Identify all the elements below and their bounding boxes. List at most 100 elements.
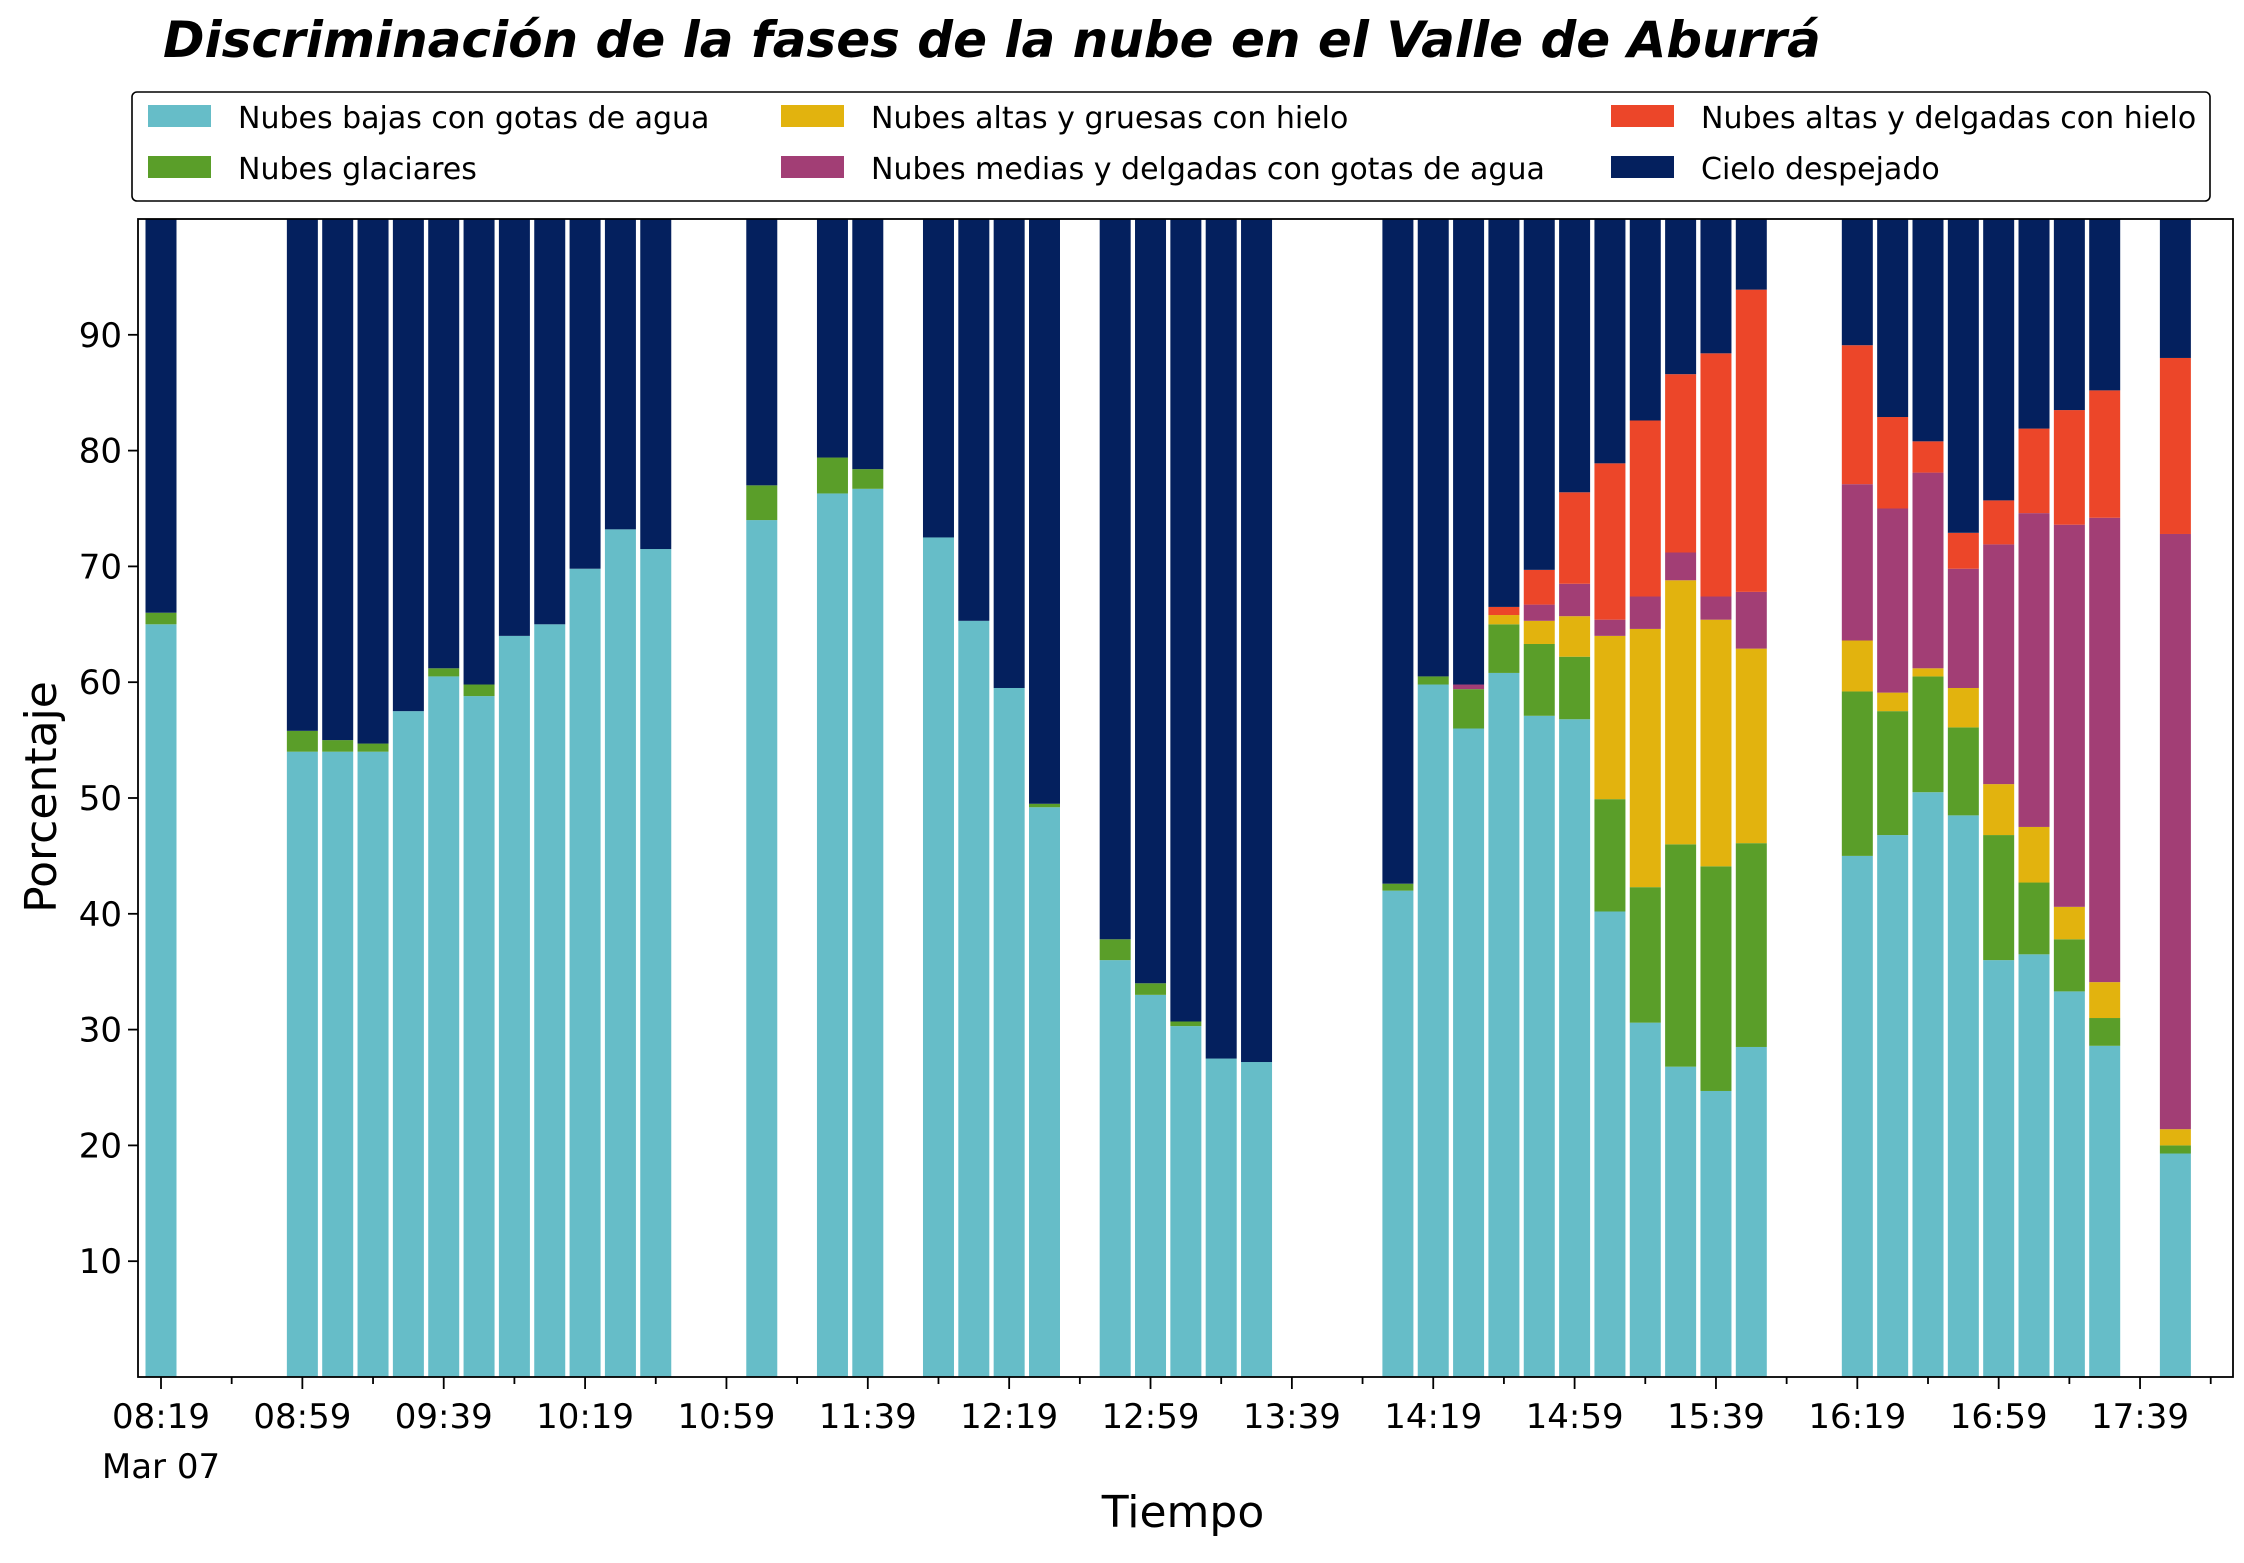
bar-segment-nubes-altas-y-gruesas-con-hielo-slot-38 <box>1488 615 1520 625</box>
bar-segment-nubes-glaciares-slot-28 <box>1135 983 1167 995</box>
bar-segment-nubes-bajas-con-gotas-de-agua-slot-31 <box>1241 1062 1273 1377</box>
bar-segment-cielo-despejado-slot-53 <box>2018 219 2050 429</box>
bar-segment-nubes-bajas-con-gotas-de-agua-slot-51 <box>1947 815 1979 1377</box>
bar-segment-nubes-altas-y-delgadas-con-hielo-slot-40 <box>1559 492 1591 584</box>
bar-segment-nubes-bajas-con-gotas-de-agua-slot-13 <box>604 529 636 1377</box>
bar-segment-cielo-despejado-slot-8 <box>428 219 460 669</box>
bar-segment-cielo-despejado-slot-52 <box>1983 219 2015 501</box>
bar-segment-nubes-altas-y-delgadas-con-hielo-slot-57 <box>2159 357 2191 534</box>
bar-segment-cielo-despejado-slot-57 <box>2159 219 2191 358</box>
bar-segment-nubes-altas-y-gruesas-con-hielo-slot-55 <box>2089 982 2121 1019</box>
bar-segment-nubes-glaciares-slot-38 <box>1488 624 1520 673</box>
bar-segment-nubes-altas-y-gruesas-con-hielo-slot-39 <box>1523 620 1555 644</box>
bar-segment-nubes-glaciares-slot-0 <box>145 612 177 625</box>
x-tick-label-1219: 12:19 <box>960 1397 1058 1437</box>
bar-segment-nubes-bajas-con-gotas-de-agua-slot-10 <box>498 635 530 1377</box>
bar-segment-nubes-bajas-con-gotas-de-agua-slot-19 <box>816 493 848 1377</box>
bar-segment-nubes-bajas-con-gotas-de-agua-slot-0 <box>145 624 177 1377</box>
bar-segment-nubes-altas-y-gruesas-con-hielo-slot-53 <box>2018 826 2050 883</box>
bar-segment-nubes-altas-y-gruesas-con-hielo-slot-51 <box>1947 687 1979 728</box>
bar-segment-nubes-bajas-con-gotas-de-agua-slot-50 <box>1912 792 1944 1377</box>
bar-segment-cielo-despejado-slot-22 <box>922 219 954 538</box>
bar-segment-nubes-glaciares-slot-49 <box>1877 711 1909 836</box>
legend-swatch-nubes-bajas-con-gotas-de-agua <box>148 105 211 127</box>
x-axis-label: Tiempo <box>1101 1487 1265 1538</box>
bar-segment-nubes-altas-y-gruesas-con-hielo-slot-57 <box>2159 1129 2191 1146</box>
bar-segment-cielo-despejado-slot-54 <box>2053 219 2085 411</box>
bar-segment-cielo-despejado-slot-17 <box>746 219 778 486</box>
bar-segment-nubes-bajas-con-gotas-de-agua-slot-37 <box>1453 728 1485 1377</box>
bar-segment-cielo-despejado-slot-36 <box>1417 219 1449 677</box>
bar-segment-nubes-bajas-con-gotas-de-agua-slot-29 <box>1170 1026 1202 1377</box>
x-tick-label-1659: 16:59 <box>1950 1397 2048 1437</box>
bar-segment-cielo-despejado-slot-7 <box>392 219 424 712</box>
bar-segment-cielo-despejado-slot-42 <box>1629 219 1661 421</box>
bar-segment-nubes-glaciares-slot-4 <box>286 730 318 752</box>
bar-segment-nubes-medias-y-delgadas-con-gotas-de-agua-slot-44 <box>1700 596 1732 620</box>
bar-segment-nubes-bajas-con-gotas-de-agua-slot-24 <box>993 687 1025 1377</box>
bar-segment-nubes-altas-y-delgadas-con-hielo-slot-41 <box>1594 463 1626 620</box>
bar-segment-nubes-glaciares-slot-54 <box>2053 939 2085 992</box>
bar-segment-nubes-glaciares-slot-37 <box>1453 689 1485 729</box>
bar-segment-cielo-despejado-slot-24 <box>993 219 1025 688</box>
bar-segment-nubes-glaciares-slot-57 <box>2159 1145 2191 1154</box>
bar-segment-nubes-medias-y-delgadas-con-gotas-de-agua-slot-48 <box>1841 484 1873 641</box>
bar-segment-nubes-altas-y-delgadas-con-hielo-slot-48 <box>1841 345 1873 485</box>
bar-segment-nubes-bajas-con-gotas-de-agua-slot-20 <box>852 488 884 1377</box>
bar-segment-nubes-bajas-con-gotas-de-agua-slot-42 <box>1629 1022 1661 1377</box>
bar-segment-nubes-medias-y-delgadas-con-gotas-de-agua-slot-51 <box>1947 568 1979 688</box>
bar-segment-nubes-glaciares-slot-25 <box>1029 803 1060 808</box>
bar-segment-nubes-medias-y-delgadas-con-gotas-de-agua-slot-57 <box>2159 533 2191 1130</box>
x-tick-label-0939: 09:39 <box>395 1397 493 1437</box>
bar-segment-nubes-bajas-con-gotas-de-agua-slot-23 <box>958 620 990 1377</box>
plot-area: 10 20 30 40 50 60 70 80 90 08:19 Mar 07 08:59 09:39 1… <box>79 218 2234 1487</box>
legend-label-nubes-glaciares: Nubes glaciares <box>238 152 477 187</box>
y-tick-label-70: 70 <box>79 547 122 587</box>
bar-segment-nubes-bajas-con-gotas-de-agua-slot-22 <box>922 537 954 1377</box>
y-tick-label-20: 20 <box>79 1126 122 1166</box>
bar-segment-cielo-despejado-slot-14 <box>640 219 672 550</box>
bar-segment-cielo-despejado-slot-43 <box>1665 219 1697 375</box>
bar-segment-nubes-bajas-con-gotas-de-agua-slot-12 <box>569 568 601 1377</box>
bar-segment-nubes-glaciares-slot-36 <box>1417 676 1449 685</box>
x-tick-label-1619: 16:19 <box>1808 1397 1906 1437</box>
y-tick-label-40: 40 <box>79 895 122 935</box>
bar-segment-nubes-glaciares-slot-19 <box>816 457 848 494</box>
bar-segment-nubes-bajas-con-gotas-de-agua-slot-8 <box>428 676 460 1377</box>
bar-segment-nubes-glaciares-slot-44 <box>1700 866 1732 1091</box>
bar-segment-nubes-glaciares-slot-27 <box>1099 939 1131 961</box>
x-tick-label-0819: 08:19 <box>112 1397 210 1437</box>
bar-segment-cielo-despejado-slot-38 <box>1488 219 1520 607</box>
bar-segment-nubes-bajas-con-gotas-de-agua-slot-5 <box>322 751 354 1377</box>
y-tick-label-50: 50 <box>79 779 122 819</box>
bar-segment-nubes-altas-y-gruesas-con-hielo-slot-41 <box>1594 635 1626 800</box>
bar-segment-nubes-glaciares-slot-42 <box>1629 887 1661 1023</box>
bar-segment-nubes-bajas-con-gotas-de-agua-slot-17 <box>746 520 778 1377</box>
x-tick-label-1419: 14:19 <box>1384 1397 1482 1437</box>
legend-swatch-nubes-altas-y-delgadas-con-hielo <box>1611 105 1674 127</box>
bar-segment-nubes-bajas-con-gotas-de-agua-slot-11 <box>534 624 566 1377</box>
legend-frame <box>131 91 2211 202</box>
bar-segment-nubes-glaciares-slot-8 <box>428 668 460 677</box>
bar-segment-cielo-despejado-slot-55 <box>2089 219 2121 391</box>
bar-segment-nubes-medias-y-delgadas-con-gotas-de-agua-slot-43 <box>1665 552 1697 581</box>
x-tick-label-1459: 14:59 <box>1526 1397 1624 1437</box>
bar-segment-nubes-bajas-con-gotas-de-agua-slot-43 <box>1665 1066 1697 1377</box>
bar-segment-nubes-medias-y-delgadas-con-gotas-de-agua-slot-42 <box>1629 596 1661 629</box>
bar-segment-nubes-bajas-con-gotas-de-agua-slot-57 <box>2159 1153 2191 1377</box>
bar-segment-nubes-glaciares-slot-45 <box>1735 843 1767 1047</box>
bar-segment-nubes-bajas-con-gotas-de-agua-slot-4 <box>286 751 318 1377</box>
legend: Nubes bajas con gotas de agua Nubes glaci… <box>131 91 2211 202</box>
bar-segment-nubes-glaciares-slot-51 <box>1947 727 1979 816</box>
bar-segment-cielo-despejado-slot-19 <box>816 219 848 458</box>
bar-segment-nubes-medias-y-delgadas-con-gotas-de-agua-slot-40 <box>1559 583 1591 617</box>
bar-segment-nubes-altas-y-delgadas-con-hielo-slot-55 <box>2089 390 2121 518</box>
bar-segment-cielo-despejado-slot-23 <box>958 219 990 621</box>
bar-segment-nubes-medias-y-delgadas-con-gotas-de-agua-slot-45 <box>1735 591 1767 649</box>
x-tick-label-1739: 17:39 <box>2091 1397 2189 1437</box>
bar-segment-nubes-glaciares-slot-52 <box>1983 835 2015 961</box>
bar-segment-cielo-despejado-slot-51 <box>1947 219 1979 533</box>
bar-segment-cielo-despejado-slot-45 <box>1735 219 1767 290</box>
